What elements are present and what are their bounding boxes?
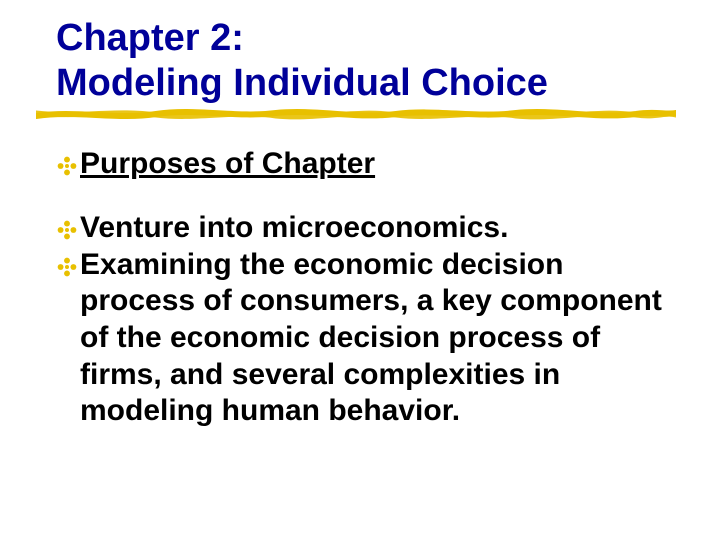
flower-bullet-icon	[56, 256, 78, 278]
content-area: Purposes of Chapter Venture into microec…	[56, 146, 664, 430]
bullet-item: Examining the economic decision process …	[56, 247, 664, 430]
title-line-1: Chapter 2:	[56, 16, 664, 61]
slide-container: Chapter 2: Modeling Individual Choice Pu…	[0, 0, 720, 540]
title-block: Chapter 2: Modeling Individual Choice	[56, 16, 664, 122]
flower-bullet-icon	[56, 155, 78, 177]
title-line-2: Modeling Individual Choice	[56, 61, 664, 106]
bullet-item: Purposes of Chapter	[56, 146, 664, 183]
bullet-text: Purposes of Chapter	[80, 146, 375, 183]
title-underline	[36, 104, 684, 122]
bullet-text: Venture into microeconomics.	[80, 210, 508, 247]
flower-bullet-icon	[56, 219, 78, 241]
bullet-item: Venture into microeconomics.	[56, 210, 664, 247]
bullet-text: Examining the economic decision process …	[80, 247, 664, 430]
